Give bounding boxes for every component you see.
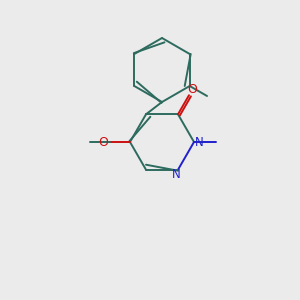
Text: N: N: [195, 136, 203, 148]
Text: O: O: [188, 83, 197, 96]
Text: N: N: [172, 168, 180, 181]
Text: O: O: [98, 136, 108, 148]
